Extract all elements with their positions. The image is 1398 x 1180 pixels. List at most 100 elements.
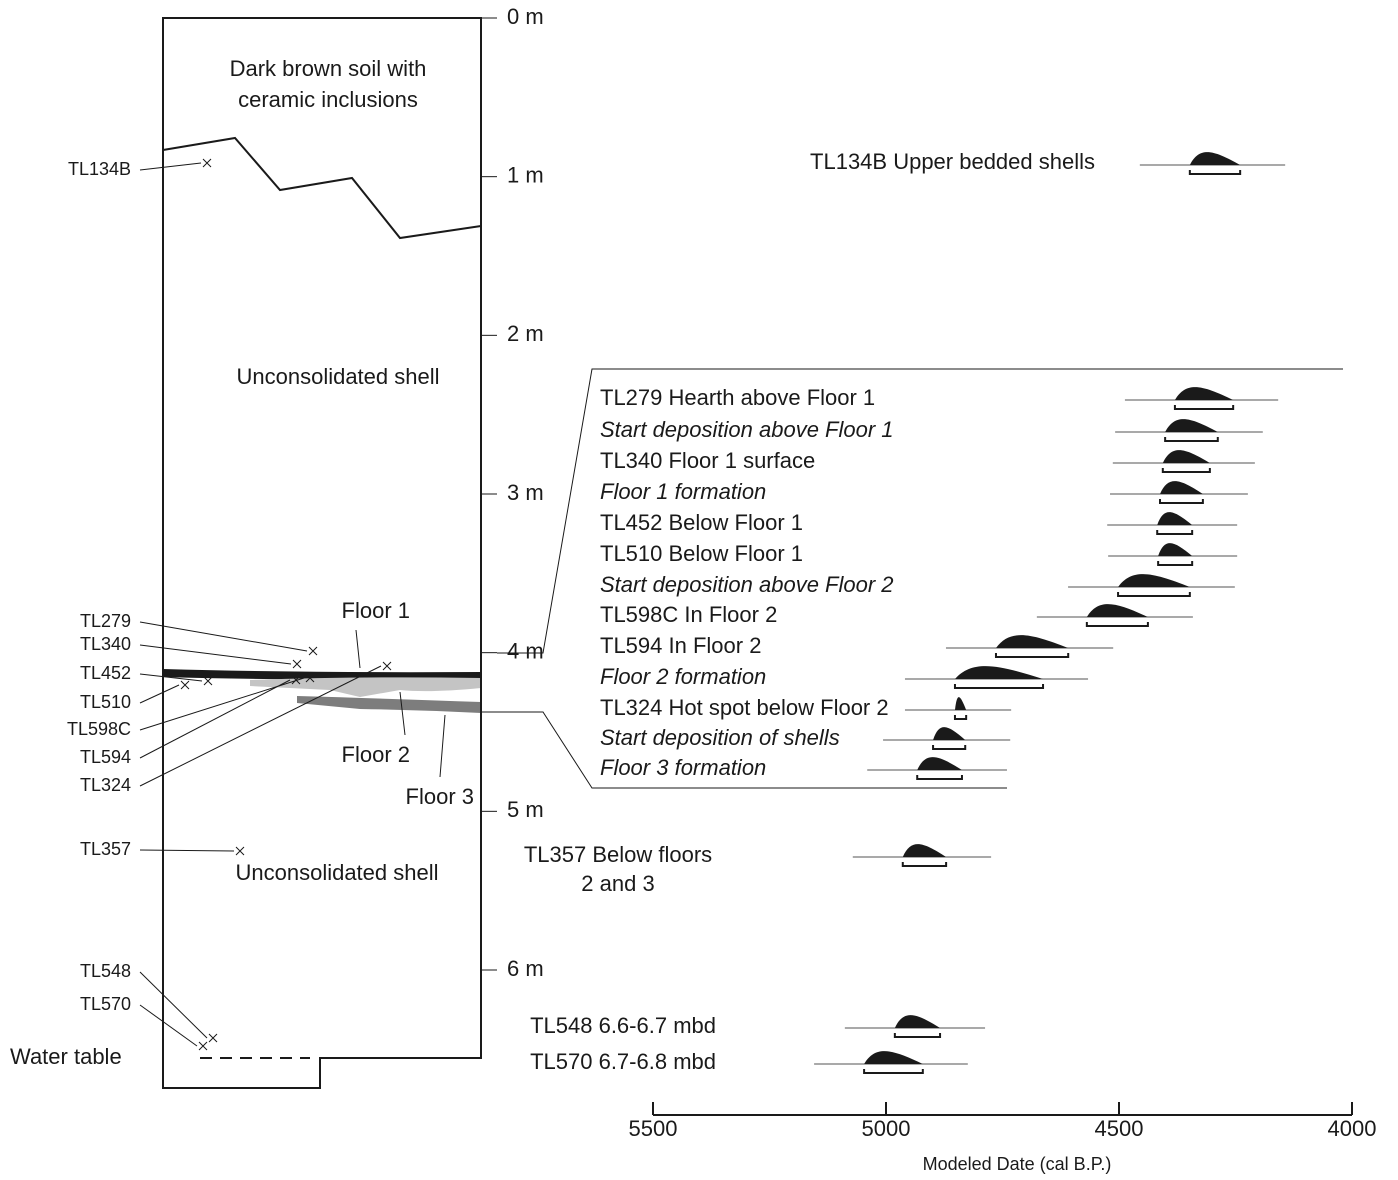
- sample-marker: [236, 847, 244, 855]
- sample-marker: [203, 159, 211, 167]
- column-outline: [163, 18, 481, 1088]
- distribution: [864, 1051, 923, 1064]
- floor-label: Floor 3: [406, 784, 474, 809]
- entry-label: TL357 Below floors: [524, 842, 712, 867]
- entry-label: Start deposition above Floor 2: [600, 572, 894, 597]
- layer-label: Unconsolidated shell: [235, 860, 438, 885]
- x-tick-label: 5500: [629, 1116, 678, 1141]
- sample-marker: [209, 1034, 217, 1042]
- sample-label: TL598C: [67, 719, 131, 739]
- entry-label: Floor 2 formation: [600, 664, 766, 689]
- entry-label: 2 and 3: [581, 871, 654, 896]
- distribution: [903, 844, 946, 857]
- range-bracket: [933, 745, 965, 749]
- layer-label: ceramic inclusions: [238, 87, 418, 112]
- entry-label: Floor 1 formation: [600, 479, 766, 504]
- floor-3-band: [297, 696, 481, 713]
- range-bracket: [1118, 592, 1190, 596]
- floor-label: Floor 1: [342, 598, 410, 623]
- soil-boundary: [163, 138, 481, 238]
- entry-label: TL279 Hearth above Floor 1: [600, 385, 875, 410]
- distribution: [1087, 604, 1148, 617]
- figure: Floor 1 Floor 2 Floor 3 Water table Mode…: [0, 0, 1398, 1180]
- range-bracket: [895, 1033, 940, 1037]
- entry-label: TL598C In Floor 2: [600, 602, 777, 627]
- range-bracket: [864, 1069, 923, 1073]
- sample-leader: [140, 850, 234, 851]
- entry-label: TL452 Below Floor 1: [600, 510, 803, 535]
- range-bracket: [1175, 405, 1233, 409]
- sample-label: TL594: [80, 747, 131, 767]
- sample-label: TL279: [80, 611, 131, 631]
- distribution: [1165, 419, 1218, 432]
- range-bracket: [917, 775, 962, 779]
- sample-leader: [140, 622, 307, 651]
- distribution: [895, 1015, 940, 1028]
- depth-tick-label: 6 m: [507, 956, 544, 981]
- x-tick-label: 5000: [862, 1116, 911, 1141]
- distribution: [933, 727, 965, 740]
- range-bracket: [903, 862, 946, 866]
- distribution: [1163, 450, 1210, 463]
- distribution: [1158, 543, 1192, 556]
- sample-leader: [140, 163, 201, 170]
- sample-label: TL340: [80, 634, 131, 654]
- range-bracket: [1087, 622, 1148, 626]
- entry-label: TL548 6.6-6.7 mbd: [530, 1013, 716, 1038]
- distribution: [1160, 481, 1203, 494]
- distribution: [1190, 152, 1240, 165]
- entry-label: TL570 6.7-6.8 mbd: [530, 1049, 716, 1074]
- floor-2-band: [250, 677, 481, 697]
- entry-label: TL510 Below Floor 1: [600, 541, 803, 566]
- sample-leader: [140, 685, 179, 703]
- floor-label: Floor 2: [342, 742, 410, 767]
- sample-marker: [199, 1042, 207, 1050]
- sample-label: TL570: [80, 994, 131, 1014]
- entry-label: TL134B Upper bedded shells: [810, 149, 1095, 174]
- entry-label: TL594 In Floor 2: [600, 633, 761, 658]
- depth-tick-label: 4 m: [507, 638, 544, 663]
- sample-marker: [204, 677, 212, 685]
- entry-label: TL324 Hot spot below Floor 2: [600, 695, 889, 720]
- range-bracket: [955, 715, 966, 719]
- distribution: [955, 666, 1043, 679]
- depth-tick-label: 3 m: [507, 480, 544, 505]
- entry-label: Start deposition above Floor 1: [600, 417, 894, 442]
- distribution: [955, 697, 966, 710]
- sample-label: TL134B: [68, 159, 131, 179]
- distribution: [996, 635, 1068, 648]
- distribution: [917, 757, 962, 770]
- sample-leader: [140, 1005, 197, 1046]
- sample-marker: [309, 647, 317, 655]
- sample-leader: [140, 972, 207, 1038]
- layer-label: Dark brown soil with: [230, 56, 427, 81]
- range-bracket: [1157, 530, 1192, 534]
- range-bracket: [1160, 499, 1203, 503]
- x-axis-title: Modeled Date (cal B.P.): [923, 1154, 1112, 1174]
- range-bracket: [996, 653, 1068, 657]
- distribution: [1157, 512, 1192, 525]
- range-bracket: [1190, 170, 1240, 174]
- water-table-label: Water table: [10, 1044, 122, 1069]
- depth-tick-label: 1 m: [507, 162, 544, 187]
- depth-tick-label: 2 m: [507, 321, 544, 346]
- layer-label: Unconsolidated shell: [236, 364, 439, 389]
- range-bracket: [1158, 561, 1192, 565]
- range-bracket: [1163, 468, 1210, 472]
- distribution: [1118, 574, 1190, 587]
- sample-label: TL357: [80, 839, 131, 859]
- distribution: [1175, 387, 1233, 400]
- sample-label: TL324: [80, 775, 131, 795]
- sample-label: TL510: [80, 692, 131, 712]
- depth-tick-label: 5 m: [507, 797, 544, 822]
- entry-label: Floor 3 formation: [600, 755, 766, 780]
- sample-marker: [383, 662, 391, 670]
- sample-marker: [181, 681, 189, 689]
- sample-marker: [293, 660, 301, 668]
- depth-tick-label: 0 m: [507, 4, 544, 29]
- range-bracket: [955, 684, 1043, 688]
- sample-label: TL452: [80, 663, 131, 683]
- range-bracket: [1165, 437, 1218, 441]
- entry-label: TL340 Floor 1 surface: [600, 448, 815, 473]
- x-tick-label: 4000: [1328, 1116, 1377, 1141]
